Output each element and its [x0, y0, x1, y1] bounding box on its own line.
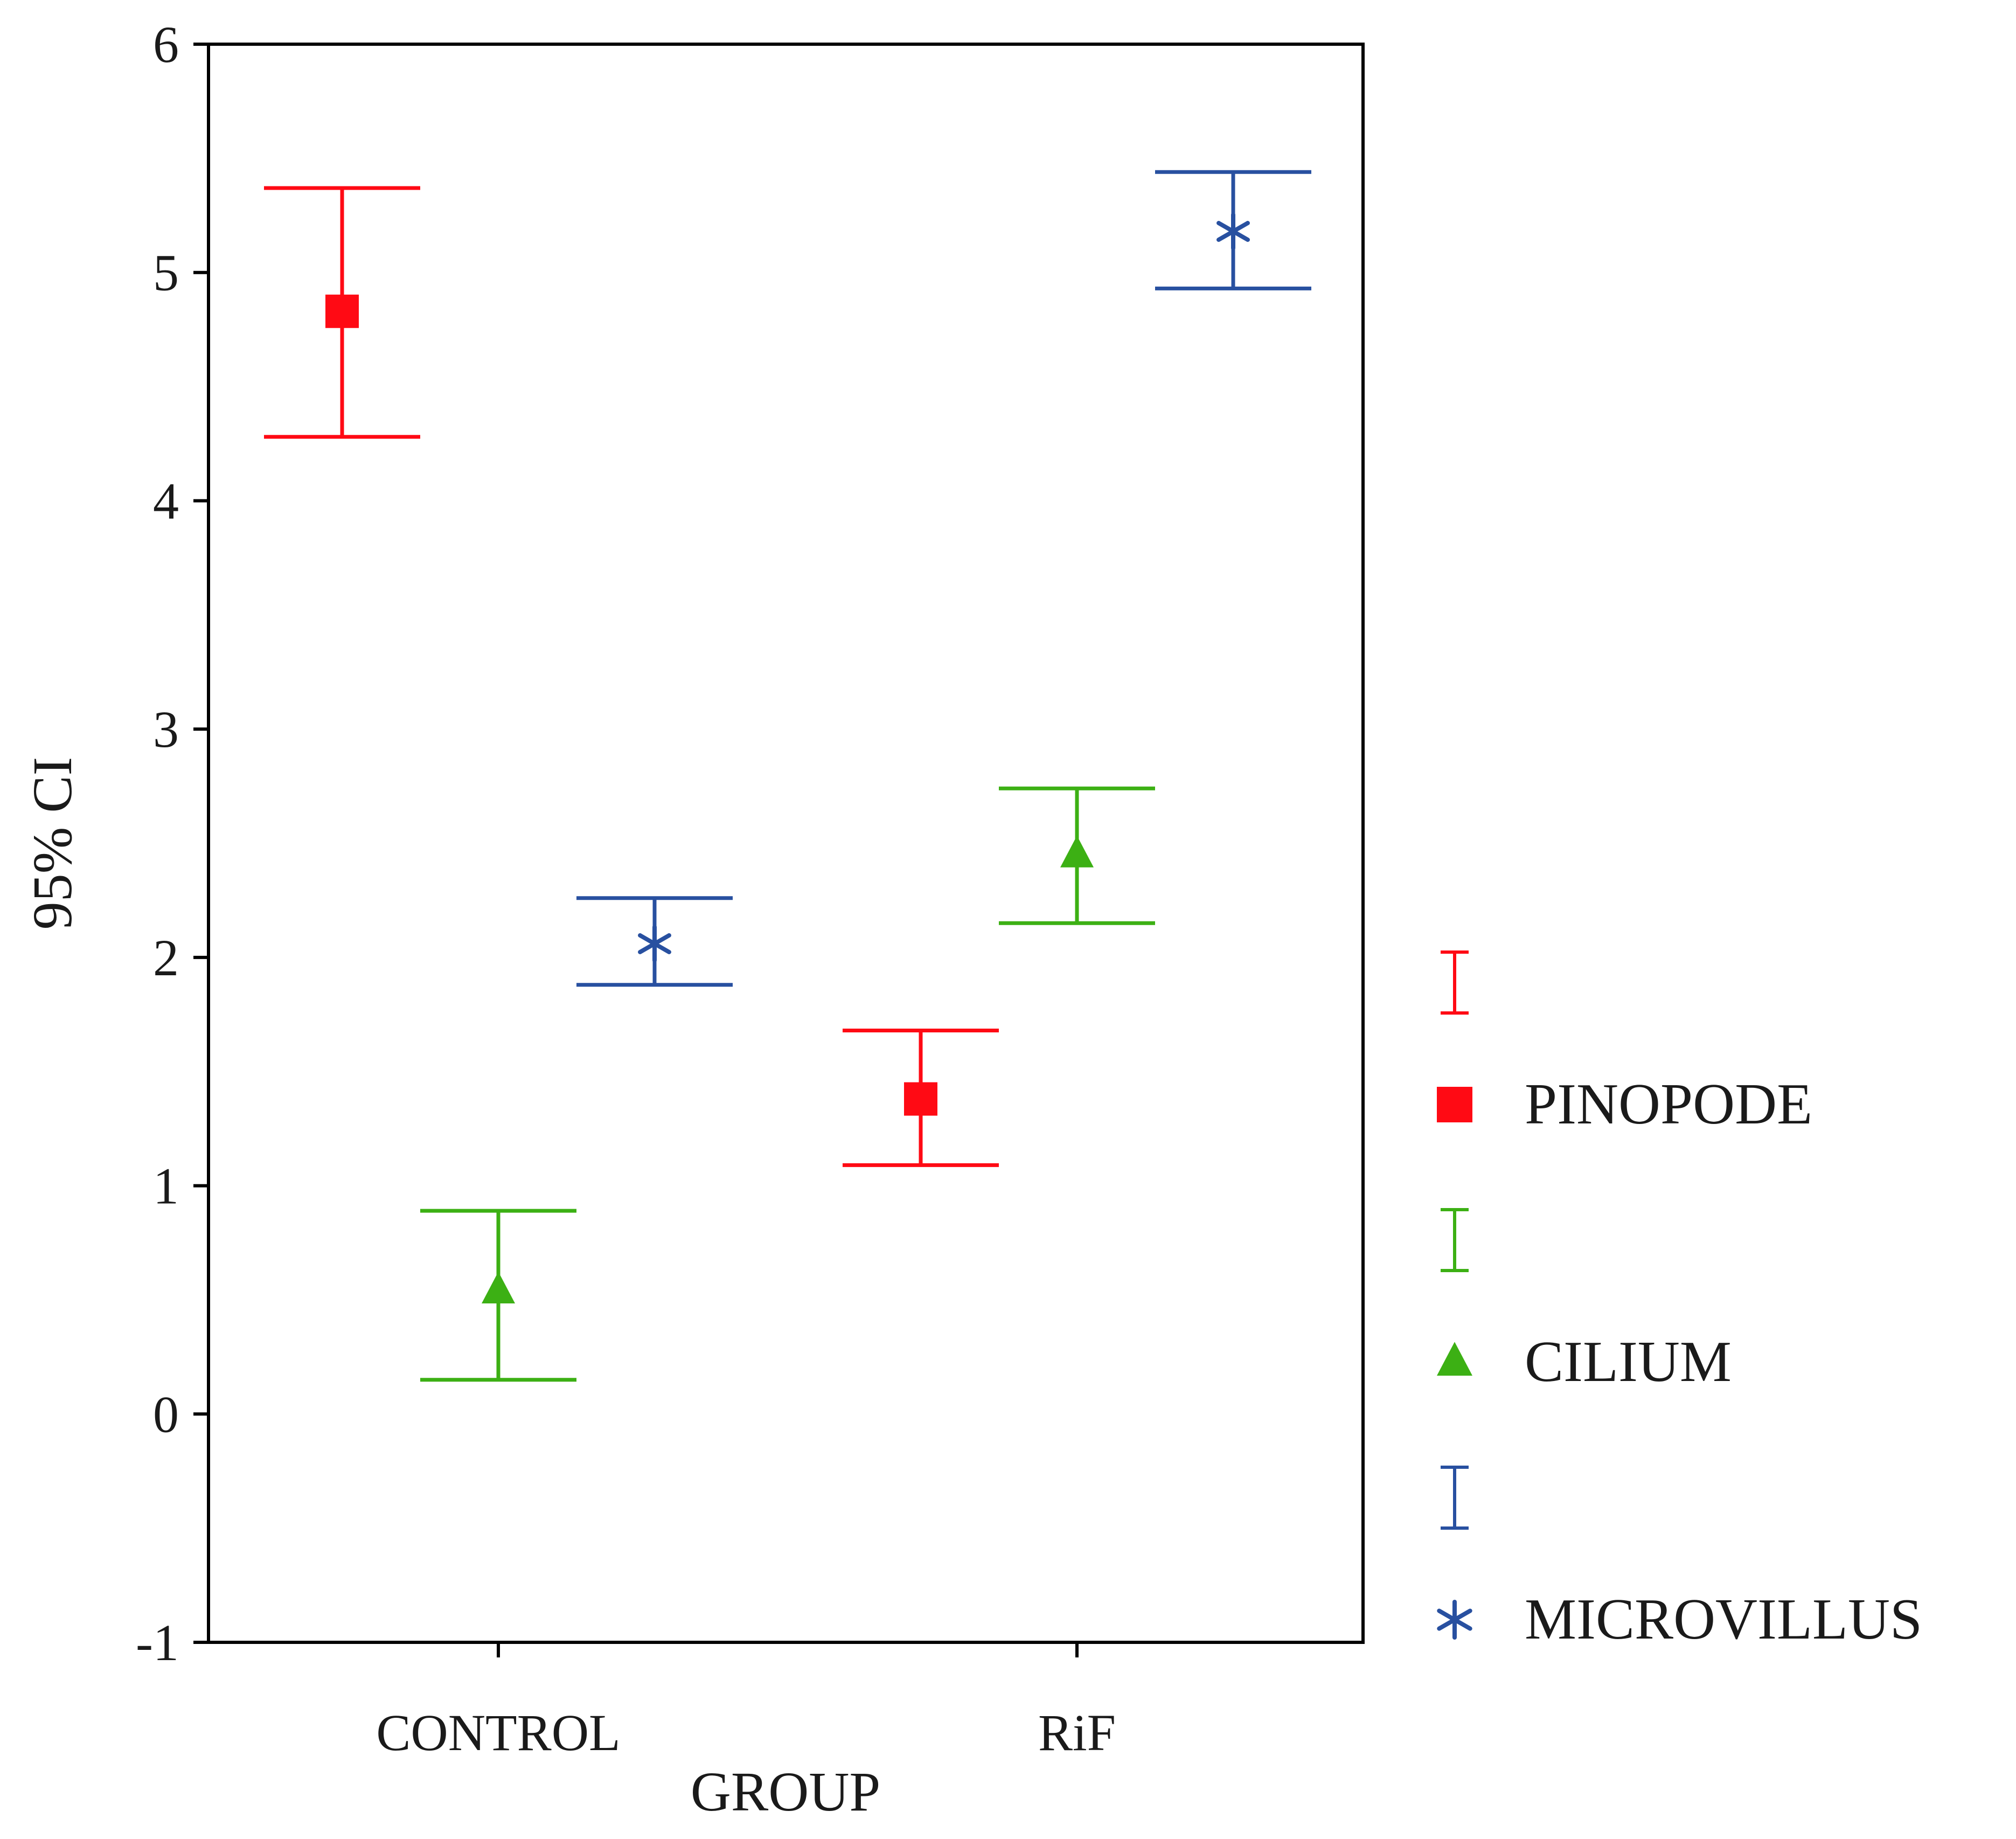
- plot-area: [264, 170, 1311, 1382]
- legend-marker-square-icon: [1437, 1087, 1472, 1122]
- y-tick-label: 1: [153, 1157, 179, 1215]
- series-pinopode: [264, 186, 999, 1167]
- legend-marker-asterisk-icon-stroke-2: [1437, 1608, 1472, 1631]
- legend-item-cilium: CILIUM: [1437, 1208, 1732, 1394]
- series-cilium: [420, 786, 1155, 1382]
- y-tick-label: -1: [136, 1614, 179, 1671]
- y-tick-label: 0: [153, 1385, 179, 1443]
- mean-marker-asterisk: [638, 925, 671, 963]
- legend-label: MICROVILLUS: [1525, 1587, 1922, 1651]
- y-tick-label: 2: [153, 929, 179, 987]
- x-tick-label: CONTROL: [376, 1704, 620, 1761]
- mean-marker-asterisk-stroke-2: [638, 933, 671, 954]
- mean-marker-asterisk-stroke-2: [1216, 220, 1250, 242]
- legend-item-microvillus: MICROVILLUS: [1437, 1466, 1922, 1651]
- axes: -1 0 1 2 3 4 5 6 CONTROL RiF GROUP 95% CI: [22, 16, 1365, 1823]
- y-tick-label: 5: [153, 244, 179, 302]
- legend-marker-triangle-icon: [1437, 1342, 1472, 1376]
- y-tick-label: 4: [153, 472, 179, 530]
- mean-marker-triangle: [1060, 835, 1094, 868]
- legend-errorbar-icon: [1441, 1466, 1469, 1530]
- legend: PINOPODE CILIUM MICROVILLUS: [1437, 950, 1922, 1651]
- y-axis-title: 95% CI: [22, 757, 84, 930]
- x-axis-title: GROUP: [691, 1761, 881, 1823]
- mean-marker-square: [904, 1082, 937, 1116]
- y-tick-label: 6: [153, 16, 179, 73]
- mean-marker-square: [325, 294, 359, 328]
- legend-errorbar-icon: [1441, 1208, 1469, 1272]
- plot-frame: [207, 43, 1365, 1644]
- mean-marker-asterisk: [1216, 212, 1250, 251]
- legend-label: PINOPODE: [1525, 1072, 1812, 1136]
- legend-errorbar-icon: [1441, 950, 1469, 1015]
- legend-marker-asterisk-icon: [1437, 1600, 1472, 1640]
- mean-marker-triangle: [482, 1272, 515, 1304]
- legend-item-pinopode: PINOPODE: [1437, 950, 1812, 1136]
- y-tick-label: 3: [153, 700, 179, 758]
- legend-label: CILIUM: [1525, 1330, 1732, 1394]
- series-microvillus: [576, 170, 1311, 987]
- x-tick-label: RiF: [1038, 1704, 1116, 1761]
